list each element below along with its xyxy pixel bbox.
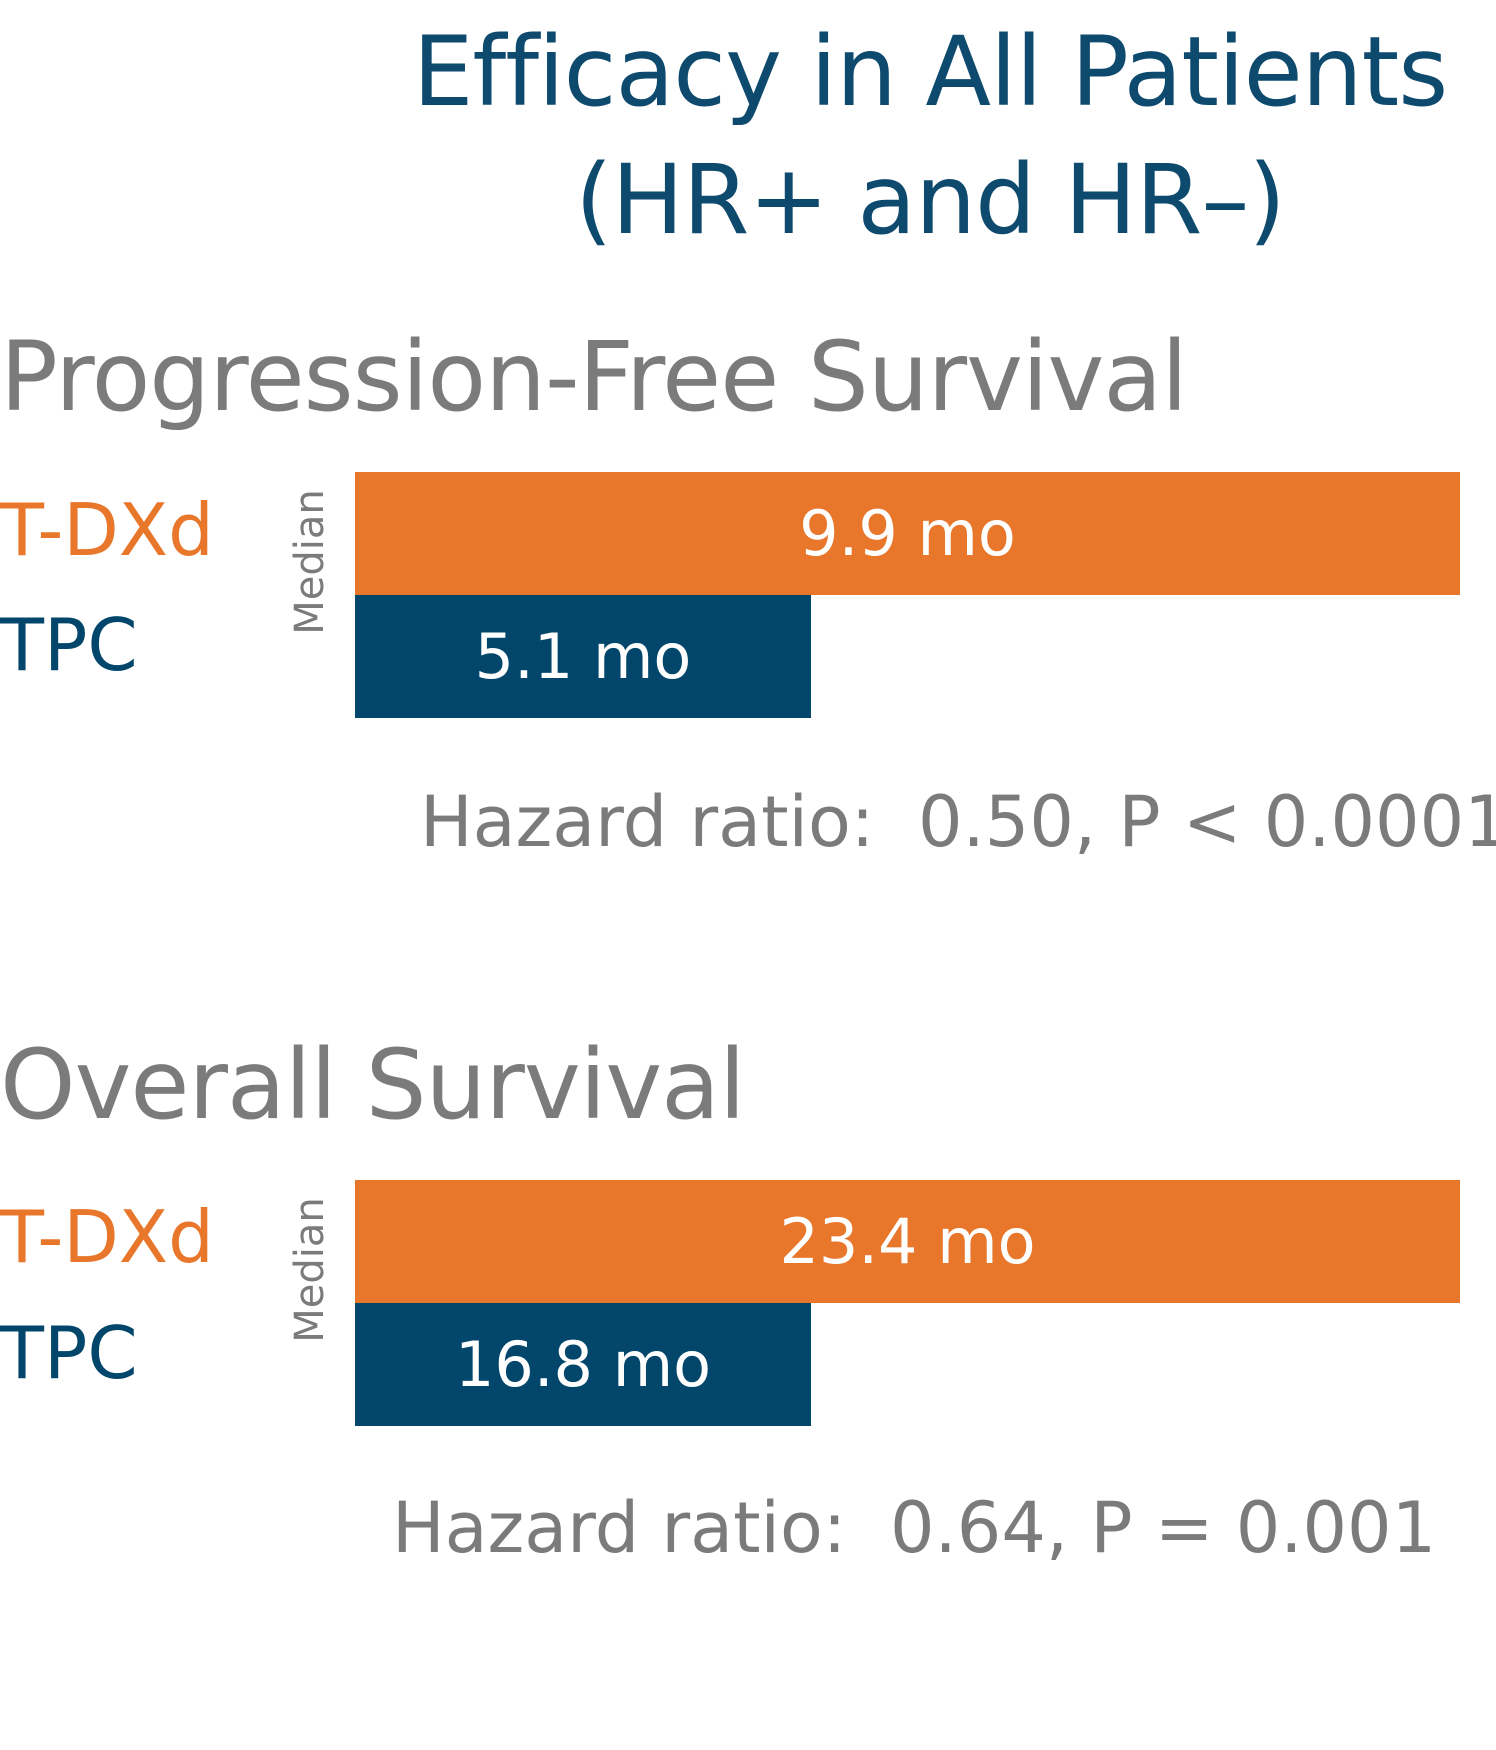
os-panel: Overall Survival T-DXd TPC Median 23.4 m… <box>0 1030 1496 1750</box>
chart-title-line-2: (HR+ and HR–) <box>575 144 1286 256</box>
bar-label-t-dxd: 23.4 mo <box>779 1205 1035 1278</box>
pfs-bar-chart: 9.9 mo 5.1 mo <box>355 472 1460 718</box>
os-bar-chart: 23.4 mo 16.8 mo <box>355 1180 1460 1426</box>
bar-label-t-dxd: 9.9 mo <box>799 497 1016 570</box>
bar-label-tpc: 5.1 mo <box>475 620 692 693</box>
hazard-ratio-value: 0.64, P = 0.001 <box>890 1487 1437 1569</box>
bar-tpc <box>355 1303 811 1426</box>
bar-tpc <box>355 595 811 718</box>
hazard-ratio-label: Hazard ratio: <box>392 1487 847 1569</box>
panel-title: Progression-Free Survival <box>0 321 1188 433</box>
panel-title: Overall Survival <box>0 1029 746 1141</box>
series-label-t-dxd: T-DXd <box>0 1195 214 1279</box>
bar-t-dxd <box>355 472 1460 595</box>
chart-title-line-1: Efficacy in All Patients <box>412 16 1448 128</box>
chart-title: Efficacy in All Patients (HR+ and HR–) <box>380 8 1480 264</box>
series-label-tpc: TPC <box>0 603 138 687</box>
series-label-tpc: TPC <box>0 1311 138 1395</box>
hazard-ratio-value: 0.50, P < 0.0001 <box>918 781 1496 863</box>
pfs-panel: Progression-Free Survival T-DXd TPC Medi… <box>0 322 1496 1042</box>
bar-label-tpc: 16.8 mo <box>455 1328 711 1401</box>
hazard-ratio-label: Hazard ratio: <box>420 781 875 863</box>
bar-t-dxd <box>355 1180 1460 1303</box>
series-label-t-dxd: T-DXd <box>0 488 214 572</box>
